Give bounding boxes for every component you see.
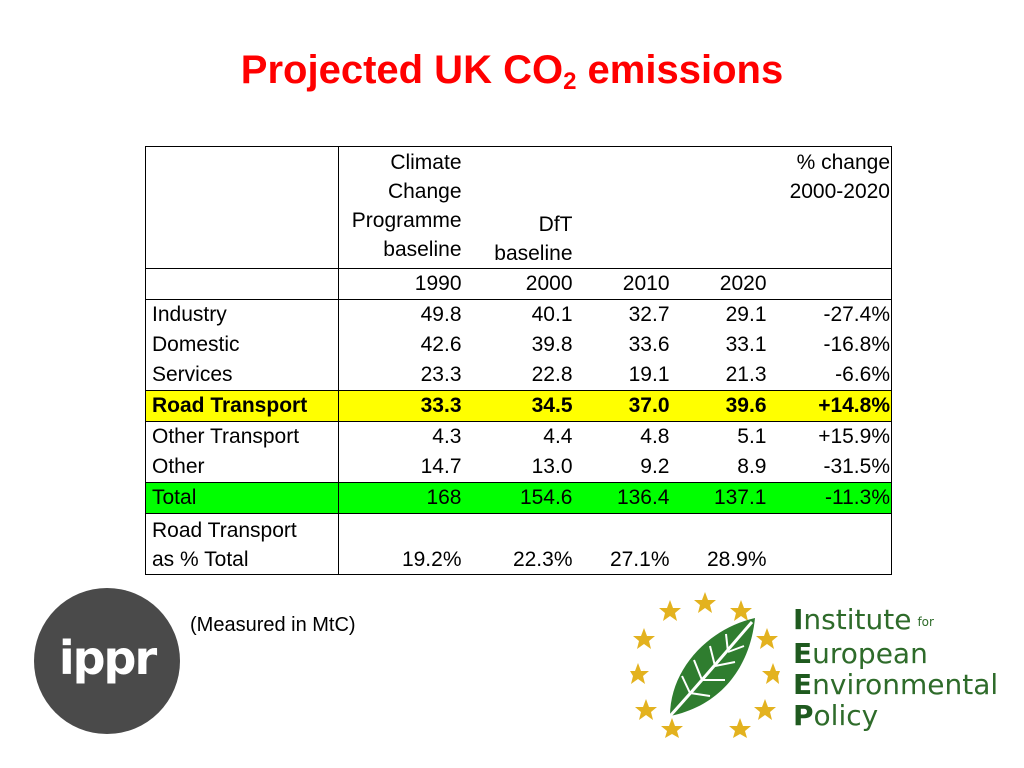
cell: 9.2 xyxy=(640,455,670,478)
header-empty-2020 xyxy=(670,146,768,269)
cell: 23.3 xyxy=(420,363,462,386)
cell: 34.5 xyxy=(462,390,574,422)
cell: 4.3 xyxy=(432,425,462,448)
table-header-row: Climate Change Programme baseline DfT ba… xyxy=(145,146,892,269)
total-row: Total 168 154.6 136.4 137.1 -11.3% xyxy=(145,482,892,514)
cell: 32.7 xyxy=(628,303,670,326)
cell: 4.8 xyxy=(640,425,670,448)
road-share-label: Road Transport as % Total xyxy=(145,513,339,575)
header-percent-change: % change 2000-2020 xyxy=(767,146,892,269)
header-empty-cell xyxy=(145,146,339,269)
cell: 29.1 xyxy=(725,303,767,326)
header-dft-baseline: DfT baseline xyxy=(462,146,574,269)
cell: 22.8 xyxy=(531,363,573,386)
table-row: Other 14.7 13.0 9.2 8.9 -31.5% xyxy=(145,452,892,483)
table-row: Domestic 42.6 39.8 33.6 33.1 -16.8% xyxy=(145,330,892,360)
cell: 137.1 xyxy=(670,482,768,514)
row-label: Services xyxy=(145,360,339,391)
header-empty-2010 xyxy=(573,146,671,269)
leaf-side-veins xyxy=(681,633,745,697)
table-row: Other Transport 4.3 4.4 4.8 5.1 +15.9% xyxy=(145,421,892,452)
units-note: (Measured in MtC) xyxy=(190,614,356,636)
cell: 19.1 xyxy=(628,363,670,386)
cell: 42.6 xyxy=(420,333,462,356)
row-label: Road Transport xyxy=(145,390,339,422)
cell: 19.2% xyxy=(338,513,463,575)
cell: 8.9 xyxy=(737,455,767,478)
header-ccp-baseline: Climate Change Programme baseline xyxy=(338,146,463,269)
row-label: Industry xyxy=(145,299,339,330)
year-2020: 2020 xyxy=(670,268,768,300)
road-share-empty xyxy=(767,513,892,575)
cell: 39.8 xyxy=(531,333,573,356)
year-row-empty xyxy=(145,268,339,300)
ieep-line-2: European xyxy=(793,637,928,670)
ieep-line-4: Policy xyxy=(793,699,879,732)
total-label: Total xyxy=(145,482,339,514)
cell: 27.1% xyxy=(573,513,671,575)
ieep-line-1: Institute for xyxy=(793,603,934,636)
ieep-logo-text: Institute for European Environmental Poli… xyxy=(793,604,998,731)
emissions-table: Climate Change Programme baseline DfT ba… xyxy=(145,146,892,575)
cell: 154.6 xyxy=(462,482,574,514)
year-row-empty-end xyxy=(767,268,892,300)
cell: 4.4 xyxy=(543,425,573,448)
cell: 14.7 xyxy=(420,455,462,478)
star-ring xyxy=(630,592,780,738)
cell: 33.3 xyxy=(338,390,463,422)
year-2000: 2000 xyxy=(462,268,574,300)
cell: 5.1 xyxy=(737,425,767,448)
cell: 136.4 xyxy=(573,482,671,514)
cell-change: -6.6% xyxy=(767,360,892,391)
ippr-logo: ippr xyxy=(34,588,180,734)
page-title: Projected UK CO2 emissions xyxy=(240,48,784,95)
cell: 168 xyxy=(338,482,463,514)
row-label: Domestic xyxy=(145,330,339,360)
leaf-vein xyxy=(668,621,754,718)
row-label: Other Transport xyxy=(145,421,339,452)
ieep-line-3: Environmental xyxy=(793,668,999,701)
cell: 28.9% xyxy=(670,513,768,575)
table-row: Industry 49.8 40.1 32.7 29.1 -27.4% xyxy=(145,299,892,330)
cell-change: -11.3% xyxy=(767,482,892,514)
cell: 33.1 xyxy=(725,333,767,356)
cell-change: +14.8% xyxy=(767,390,892,422)
cell: 39.6 xyxy=(670,390,768,422)
year-1990: 1990 xyxy=(338,268,463,300)
cell: 13.0 xyxy=(531,455,573,478)
cell-change: -16.8% xyxy=(767,330,892,360)
table-row: Services 23.3 22.8 19.1 21.3 -6.6% xyxy=(145,360,892,391)
row-label: Other xyxy=(145,452,339,483)
cell: 49.8 xyxy=(420,303,462,326)
cell: 22.3% xyxy=(462,513,574,575)
cell: 37.0 xyxy=(573,390,671,422)
leaf-with-stars-icon xyxy=(630,592,780,738)
cell: 21.3 xyxy=(725,363,767,386)
cell-change: +15.9% xyxy=(767,421,892,452)
cell-change: -27.4% xyxy=(767,299,892,330)
road-share-row: Road Transport as % Total 19.2% 22.3% 27… xyxy=(145,513,892,575)
cell: 40.1 xyxy=(531,303,573,326)
cell: 33.6 xyxy=(628,333,670,356)
year-2010: 2010 xyxy=(573,268,671,300)
table-row-highlighted: Road Transport 33.3 34.5 37.0 39.6 +14.8… xyxy=(145,390,892,422)
cell-change: -31.5% xyxy=(767,452,892,483)
year-row: 1990 2000 2010 2020 xyxy=(145,268,892,300)
